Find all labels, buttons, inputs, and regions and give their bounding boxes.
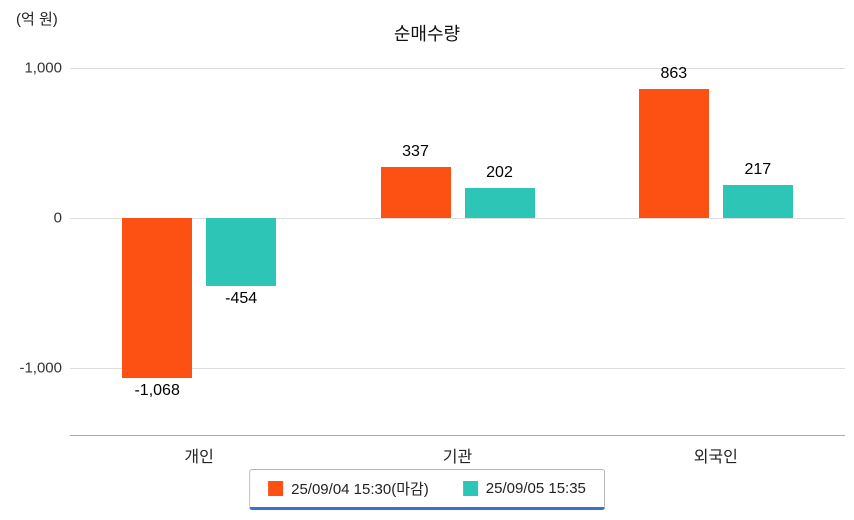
legend-label: 25/09/05 15:35 bbox=[485, 480, 586, 497]
gridline bbox=[70, 68, 845, 69]
legend-swatch bbox=[462, 481, 478, 496]
legend-swatch bbox=[268, 481, 284, 496]
legend-item: 25/09/05 15:35 bbox=[462, 480, 586, 497]
legend-label: 25/09/04 15:30(마감) bbox=[291, 481, 429, 498]
x-axis-line bbox=[70, 435, 845, 436]
x-axis-label: 외국인 bbox=[693, 449, 738, 466]
chart-title: 순매수량 bbox=[393, 24, 461, 44]
bar bbox=[638, 88, 709, 218]
gridline bbox=[70, 218, 845, 219]
x-axis-label: 개인 bbox=[184, 449, 214, 466]
bar-value-label: -1,068 bbox=[134, 382, 180, 400]
bar-value-label: 202 bbox=[486, 163, 513, 181]
bar-value-label: 217 bbox=[744, 161, 772, 179]
bar bbox=[464, 187, 535, 218]
bar bbox=[722, 185, 793, 218]
bar-value-label: 863 bbox=[660, 64, 688, 82]
legend-item: 25/09/04 15:30(마감) bbox=[268, 478, 429, 499]
legend: 25/09/04 15:30(마감) 25/09/05 15:35 bbox=[249, 469, 605, 510]
bar bbox=[122, 218, 193, 379]
bar bbox=[206, 218, 277, 287]
gridline bbox=[70, 368, 845, 369]
y-tick-label: -1,000 bbox=[19, 359, 62, 377]
x-axis-label: 기관 bbox=[442, 449, 473, 466]
bar-value-label: -454 bbox=[225, 290, 258, 308]
bar-value-label: 337 bbox=[402, 143, 429, 161]
y-axis-unit-label: (억 원) bbox=[16, 11, 58, 28]
y-tick-label: 1,000 bbox=[24, 59, 62, 77]
bar bbox=[380, 167, 451, 218]
y-tick-label: 0 bbox=[53, 209, 62, 227]
